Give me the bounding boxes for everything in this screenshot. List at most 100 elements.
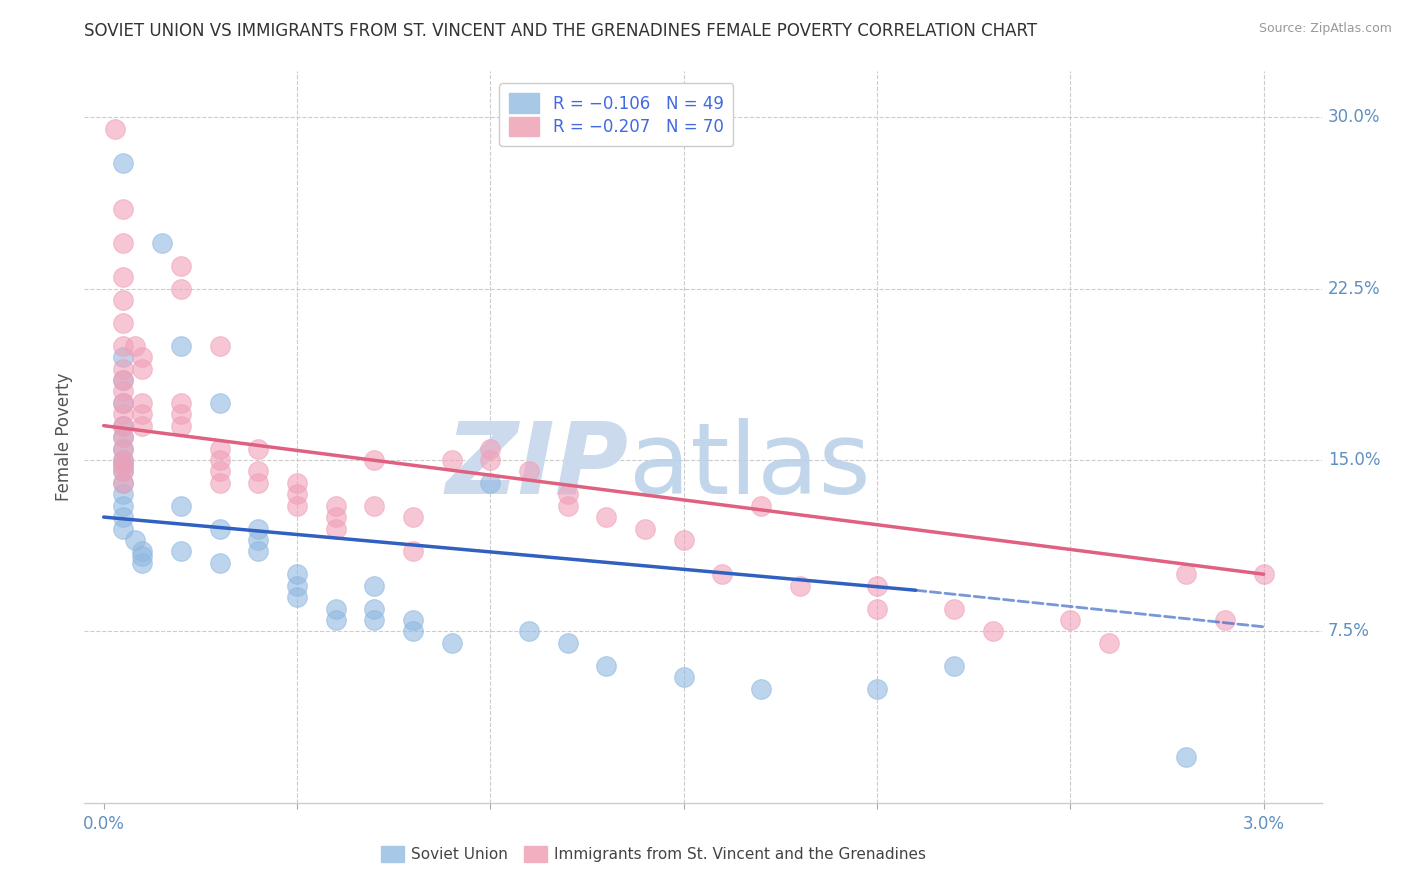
Point (208, 464, 231, 478)
Point (131, 407, 153, 421)
Point (672, 670, 695, 684)
Point (247, 533, 270, 547)
Point (595, 510, 617, 524)
Point (247, 464, 270, 478)
Point (440, 453, 463, 467)
Point (595, 658, 617, 673)
Point (285, 590, 308, 604)
Point (363, 613, 385, 627)
Point (711, 567, 734, 582)
Point (111, 442, 135, 456)
Point (285, 487, 308, 501)
Point (247, 544, 270, 558)
Text: atlas: atlas (628, 417, 870, 515)
Point (131, 544, 153, 558)
Point (1098, 636, 1121, 650)
Point (111, 396, 135, 410)
Point (111, 475, 135, 490)
Point (517, 624, 540, 639)
Point (124, 338, 146, 352)
Point (325, 510, 347, 524)
Point (111, 442, 135, 456)
Point (131, 556, 153, 570)
Point (440, 636, 463, 650)
Point (557, 636, 579, 650)
Point (208, 453, 231, 467)
Point (866, 579, 889, 593)
Text: 15.0%: 15.0% (1327, 451, 1381, 469)
Point (111, 475, 135, 490)
Point (170, 407, 193, 421)
Point (111, 407, 135, 421)
Point (363, 579, 385, 593)
Point (479, 453, 502, 467)
Text: 22.5%: 22.5% (1327, 279, 1381, 298)
Text: Source: ZipAtlas.com: Source: ZipAtlas.com (1258, 22, 1392, 36)
Point (111, 384, 135, 399)
Point (111, 202, 135, 216)
Point (170, 544, 193, 558)
Text: ZIP: ZIP (446, 417, 628, 515)
Point (170, 338, 193, 352)
Text: 30.0%: 30.0% (1327, 108, 1381, 126)
Point (285, 567, 308, 582)
Point (208, 338, 231, 352)
Point (111, 155, 135, 169)
Point (789, 579, 811, 593)
Point (124, 533, 146, 547)
Point (247, 521, 270, 535)
Text: 7.5%: 7.5% (1327, 623, 1369, 640)
Point (363, 453, 385, 467)
Point (363, 601, 385, 615)
Point (111, 361, 135, 376)
Point (363, 499, 385, 513)
Point (479, 475, 502, 490)
Point (111, 350, 135, 364)
Point (943, 658, 966, 673)
Point (111, 521, 135, 535)
Text: SOVIET UNION VS IMMIGRANTS FROM ST. VINCENT AND THE GRENADINES FEMALE POVERTY CO: SOVIET UNION VS IMMIGRANTS FROM ST. VINC… (84, 22, 1038, 40)
Point (208, 521, 231, 535)
Point (170, 396, 193, 410)
Point (111, 235, 135, 250)
Point (557, 487, 579, 501)
Point (943, 601, 966, 615)
Point (1253, 567, 1275, 582)
Point (325, 601, 347, 615)
Point (111, 396, 135, 410)
Point (402, 510, 425, 524)
Point (111, 453, 135, 467)
Point (170, 259, 193, 273)
Point (981, 624, 1004, 639)
Point (170, 281, 193, 295)
Y-axis label: Female Poverty: Female Poverty (55, 373, 73, 501)
Point (111, 430, 135, 444)
Point (247, 475, 270, 490)
Point (111, 373, 135, 387)
Legend: Soviet Union, Immigrants from St. Vincent and the Grenadines: Soviet Union, Immigrants from St. Vincen… (375, 840, 932, 868)
Point (111, 418, 135, 433)
Point (402, 613, 425, 627)
Point (111, 338, 135, 352)
Point (111, 458, 135, 472)
Point (111, 458, 135, 472)
Point (131, 549, 153, 563)
Point (111, 316, 135, 330)
Point (247, 442, 270, 456)
Point (111, 464, 135, 478)
Point (111, 430, 135, 444)
Point (208, 556, 231, 570)
Point (131, 350, 153, 364)
Point (749, 681, 772, 696)
Point (479, 442, 502, 456)
Point (285, 579, 308, 593)
Point (402, 544, 425, 558)
Point (672, 533, 695, 547)
Point (111, 453, 135, 467)
Point (208, 442, 231, 456)
Point (111, 373, 135, 387)
Point (111, 464, 135, 478)
Point (402, 624, 425, 639)
Point (170, 418, 193, 433)
Point (131, 396, 153, 410)
